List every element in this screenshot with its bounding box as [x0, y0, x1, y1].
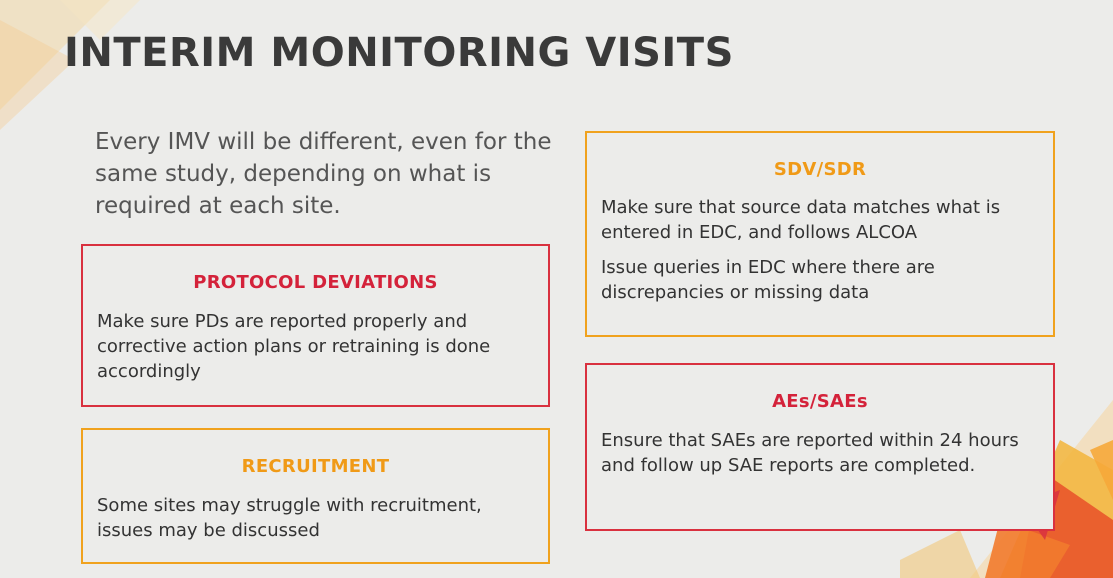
protocol-deviations-body: Make sure PDs are reported properly and … [97, 311, 491, 382]
sdv-sdr-heading: SDV/SDR [773, 159, 867, 180]
sdv-sdr-body-1: Make sure that source data matches what … [601, 197, 1001, 243]
protocol-deviations-heading: PROTOCOL DEVIATIONS [193, 272, 438, 293]
slide-title: INTERIM MONITORING VISITS [64, 30, 734, 76]
recruitment-card: RECRUITMENT Some sites may struggle with… [81, 428, 550, 564]
aes-saes-body: Ensure that SAEs are reported within 24 … [601, 430, 1019, 476]
aes-saes-card: AEs/SAEs Ensure that SAEs are reported w… [585, 363, 1055, 531]
recruitment-heading: RECRUITMENT [241, 456, 390, 477]
protocol-deviations-card: PROTOCOL DEVIATIONS Make sure PDs are re… [81, 244, 550, 407]
recruitment-body: Some sites may struggle with recruitment… [97, 495, 482, 541]
intro-text: Every IMV will be different, even for th… [95, 129, 552, 219]
aes-saes-heading: AEs/SAEs [772, 391, 868, 412]
sdv-sdr-body-2: Issue queries in EDC where there are dis… [601, 257, 935, 303]
sdv-sdr-card: SDV/SDR Make sure that source data match… [585, 131, 1055, 337]
